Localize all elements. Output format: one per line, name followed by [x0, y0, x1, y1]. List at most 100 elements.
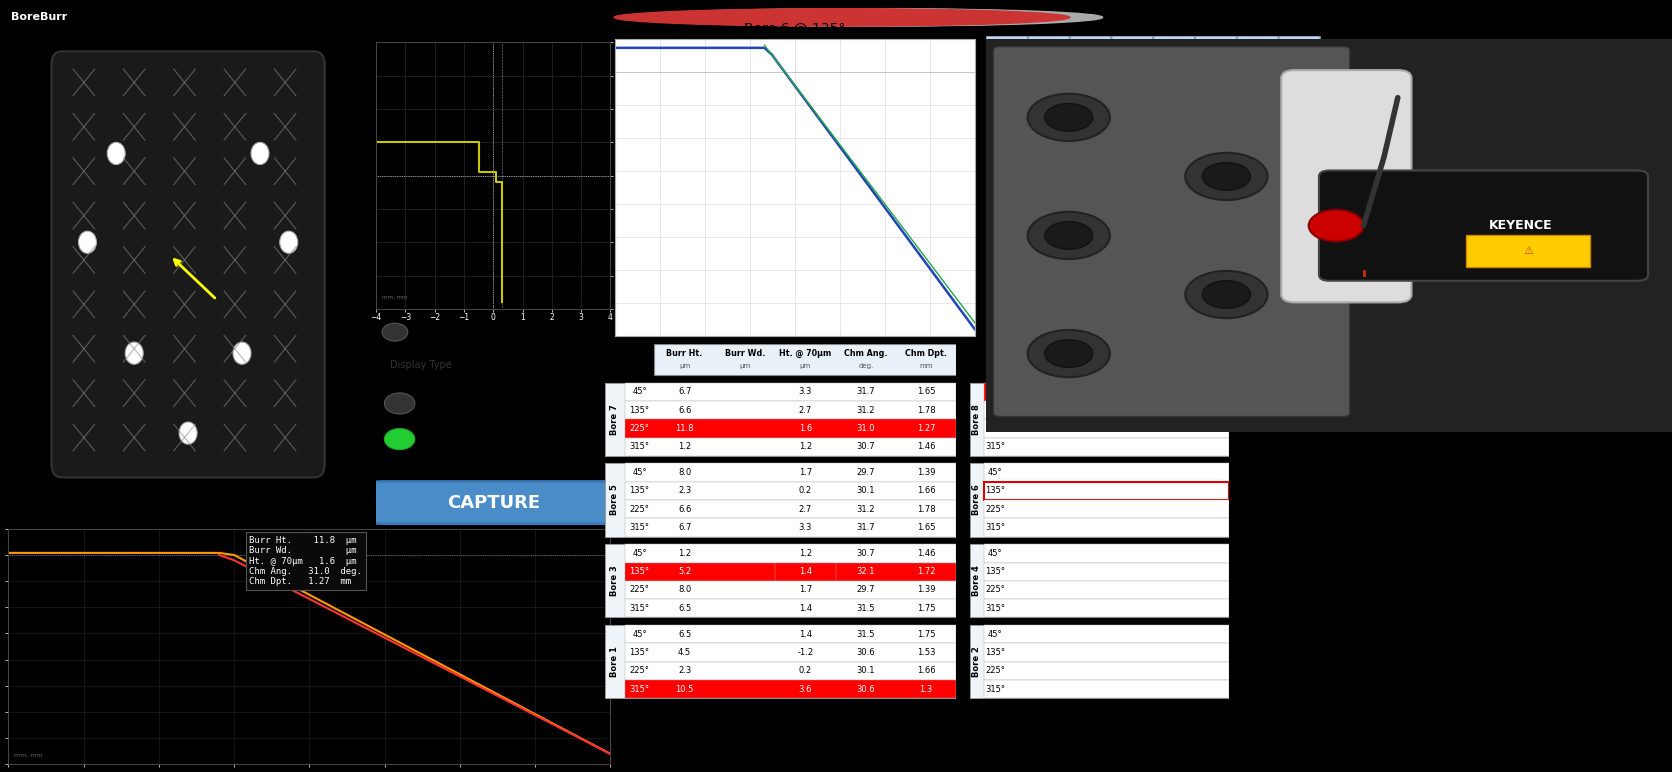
- Text: 1.78: 1.78: [916, 505, 936, 513]
- Text: mm: mm: [920, 364, 933, 369]
- Text: 1.53: 1.53: [916, 648, 935, 657]
- Text: 45°: 45°: [988, 388, 1002, 396]
- Bar: [625, 438, 956, 456]
- Bar: [1466, 235, 1590, 267]
- Text: 225°: 225°: [630, 585, 649, 594]
- Bar: [985, 463, 1229, 482]
- FancyBboxPatch shape: [1237, 36, 1279, 83]
- Bar: [625, 518, 956, 537]
- Text: 30.7: 30.7: [856, 549, 874, 558]
- Circle shape: [1028, 330, 1110, 378]
- Bar: [970, 544, 985, 618]
- Text: Bore 7: Bore 7: [610, 404, 619, 435]
- Text: 225°: 225°: [630, 505, 649, 513]
- Text: 45°: 45°: [632, 630, 647, 638]
- Circle shape: [385, 393, 415, 414]
- Text: 31.0: 31.0: [856, 424, 874, 433]
- Text: 1.65: 1.65: [916, 388, 935, 396]
- Text: 30.6: 30.6: [856, 648, 874, 657]
- Text: Bore 4: Bore 4: [973, 565, 981, 596]
- Text: 2.7: 2.7: [799, 405, 813, 415]
- Bar: [985, 599, 1229, 618]
- Text: 45°: 45°: [988, 549, 1002, 558]
- Text: 1.66: 1.66: [916, 486, 936, 496]
- Text: 1.46: 1.46: [916, 549, 935, 558]
- Bar: [1007, 344, 1229, 375]
- Text: 29.7: 29.7: [856, 585, 874, 594]
- Circle shape: [1045, 340, 1093, 367]
- Circle shape: [1309, 210, 1364, 242]
- Text: 225°: 225°: [985, 585, 1005, 594]
- Text: KEYENCE: KEYENCE: [1490, 219, 1553, 232]
- Text: 315°: 315°: [985, 685, 1005, 693]
- Bar: [985, 419, 1229, 438]
- Circle shape: [381, 323, 408, 341]
- Text: ⚠: ⚠: [1523, 246, 1533, 256]
- Text: BoreBurr: BoreBurr: [12, 12, 67, 22]
- Text: 10.5: 10.5: [675, 685, 694, 693]
- Circle shape: [630, 8, 1087, 26]
- Text: ▭: ▭: [1169, 55, 1179, 64]
- Bar: [625, 482, 956, 500]
- Bar: [970, 625, 1229, 698]
- Text: ⚙: ⚙: [1252, 55, 1262, 64]
- FancyBboxPatch shape: [1195, 36, 1237, 83]
- Bar: [605, 625, 956, 698]
- Bar: [985, 500, 1229, 518]
- Text: 1.2: 1.2: [679, 442, 691, 451]
- Text: 315°: 315°: [629, 685, 649, 693]
- Circle shape: [385, 428, 415, 449]
- Circle shape: [1045, 222, 1093, 249]
- FancyBboxPatch shape: [1112, 36, 1154, 83]
- Circle shape: [1202, 281, 1251, 308]
- FancyBboxPatch shape: [1279, 36, 1321, 83]
- Circle shape: [79, 231, 97, 253]
- Text: 1.7: 1.7: [799, 585, 813, 594]
- Bar: [985, 383, 1229, 401]
- Text: 1.4: 1.4: [799, 567, 813, 576]
- Bar: [776, 563, 836, 581]
- Text: 135°: 135°: [985, 648, 1005, 657]
- Bar: [985, 680, 1229, 698]
- Bar: [985, 401, 1229, 419]
- Text: 0.2: 0.2: [799, 486, 813, 496]
- Text: 31.7: 31.7: [856, 523, 874, 532]
- Circle shape: [1028, 212, 1110, 259]
- Text: 31.7: 31.7: [856, 388, 874, 396]
- Text: Ht. @ 70μm: Ht. @ 70μm: [779, 349, 831, 358]
- Text: Bore 3: Bore 3: [610, 565, 619, 596]
- Text: 1.66: 1.66: [916, 666, 936, 676]
- Text: Burr Wd.: Burr Wd.: [1053, 349, 1093, 358]
- Text: 225°: 225°: [630, 424, 649, 433]
- Circle shape: [1202, 163, 1251, 190]
- Text: 315°: 315°: [629, 442, 649, 451]
- Circle shape: [1028, 93, 1110, 141]
- Text: mm, mm: mm, mm: [381, 295, 408, 300]
- Bar: [985, 625, 1229, 643]
- Text: ⊡: ⊡: [1211, 55, 1221, 64]
- Text: 1.39: 1.39: [916, 585, 935, 594]
- Bar: [985, 518, 1229, 537]
- Text: 45°: 45°: [632, 388, 647, 396]
- Text: 225°: 225°: [985, 505, 1005, 513]
- Text: mm, mm: mm, mm: [15, 753, 43, 758]
- Text: μm: μm: [1067, 364, 1078, 369]
- Text: 2.3: 2.3: [677, 486, 691, 496]
- Text: 1.75: 1.75: [916, 604, 935, 613]
- Text: 225°: 225°: [985, 666, 1005, 676]
- Circle shape: [232, 342, 251, 364]
- Bar: [605, 383, 956, 456]
- Bar: [625, 680, 956, 698]
- Text: 31.5: 31.5: [856, 630, 874, 638]
- Text: μm: μm: [799, 364, 811, 369]
- FancyBboxPatch shape: [1028, 36, 1070, 83]
- Bar: [605, 544, 625, 618]
- FancyBboxPatch shape: [371, 482, 615, 523]
- FancyBboxPatch shape: [993, 46, 1349, 417]
- Bar: [605, 544, 956, 618]
- Bar: [625, 662, 956, 680]
- Bar: [970, 383, 1229, 456]
- Bar: [985, 544, 1229, 563]
- Text: 1.39: 1.39: [916, 468, 935, 477]
- Text: μm: μm: [1023, 364, 1033, 369]
